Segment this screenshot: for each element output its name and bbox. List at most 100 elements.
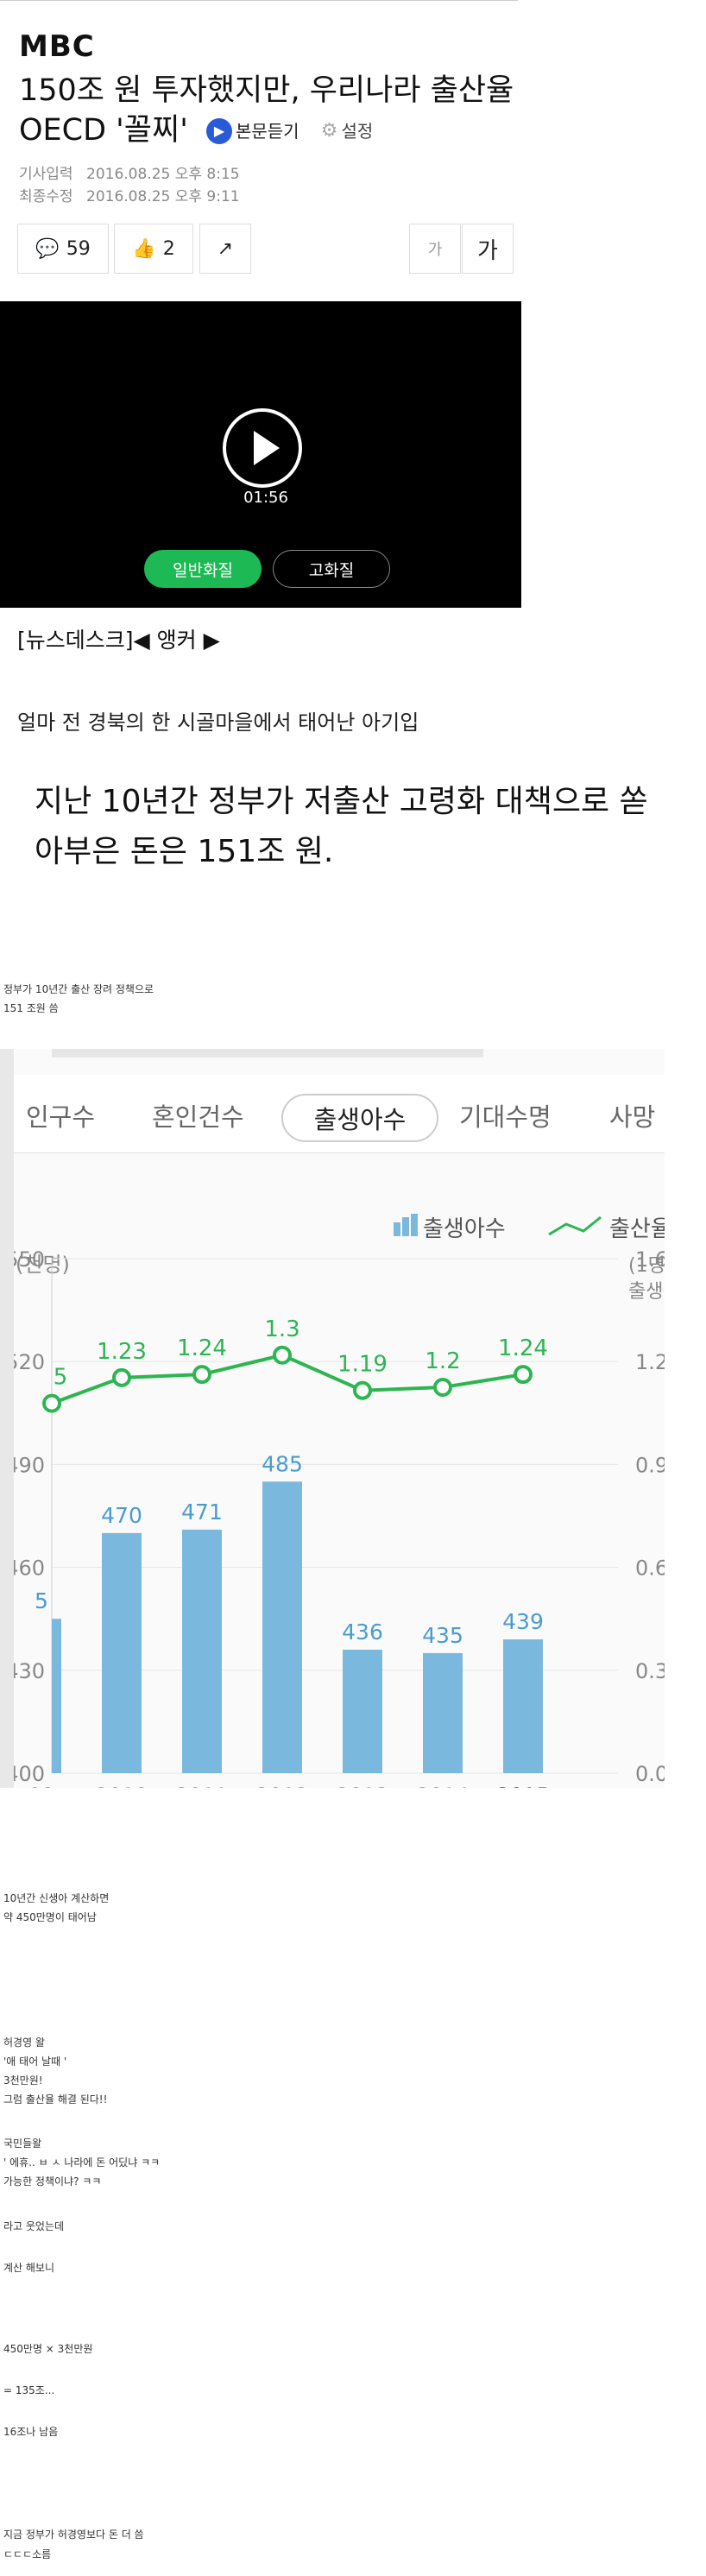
bar-label-2015: 439 <box>502 1609 544 1634</box>
line-label-2011: 1.24 <box>177 1335 227 1361</box>
x-tick-2013: 2013 <box>336 1784 388 1788</box>
y-right-tick: 0.00 <box>635 1762 665 1786</box>
bar-label-2014: 435 <box>422 1623 463 1648</box>
y-left-tick: 520 <box>14 1350 45 1374</box>
font-increase-button[interactable]: 가 <box>462 224 514 274</box>
y-right-tick: 0.32 <box>635 1659 665 1683</box>
x-tick-2014: 2014 <box>416 1784 469 1788</box>
comment-icon: 💬 <box>35 237 60 260</box>
font-decrease-button[interactable]: 가 <box>409 224 461 274</box>
tab-births[interactable]: 출생아수 <box>281 1094 438 1142</box>
bar-2014 <box>423 1652 463 1773</box>
legend-bar-icon <box>402 1217 409 1236</box>
y-right-tick: 0.96 <box>635 1453 665 1477</box>
line-label-2009: 5 <box>54 1365 68 1391</box>
y-left-tick: 430 <box>14 1659 45 1683</box>
listen-label: 본문듣기 <box>235 121 299 142</box>
mbc-logo: MBC <box>19 29 95 64</box>
tab-life-expectancy[interactable]: 기대수명 <box>459 1102 552 1132</box>
x-tick-2012: 2012 <box>255 1784 308 1788</box>
listen-button[interactable]: ▶ 본문듣기 <box>205 111 299 151</box>
published-date: 기사입력 2016.08.25 오후 8:15 <box>19 166 240 183</box>
line-calc: 계산 해보니 <box>3 2262 55 2274</box>
video-duration: 01:56 <box>243 489 288 507</box>
line-point-2012 <box>273 1345 292 1365</box>
speaker-icon: ▶ <box>205 118 232 144</box>
x-tick-2015: 2015 <box>496 1784 549 1788</box>
line-point-2010 <box>112 1367 131 1387</box>
line-end-2: ㄷㄷㄷ소름 <box>3 2548 52 2560</box>
article-paragraph: 얼마 전 경북의 한 시골마을에서 태어난 아기입 <box>17 710 419 735</box>
x-tick-2009: 09 <box>28 1784 55 1788</box>
play-icon[interactable] <box>223 408 302 488</box>
reaction-block: 국민들왈 ' 에휴.. ㅂ ㅅ 나라에 돈 어딨냐 ㅋㅋ 가능한 정책이냐? ㅋ… <box>3 2137 161 2188</box>
video-caption: 지난 10년간 정부가 저출산 고령화 대책으로 쏟 아부은 돈은 151조 원… <box>35 784 648 869</box>
top-divider <box>0 0 518 1</box>
line-label-2015: 1.24 <box>498 1335 548 1361</box>
comment-count: 59 <box>66 237 91 260</box>
like-button[interactable]: 👍 2 <box>114 224 193 274</box>
bar-label-2010: 470 <box>101 1503 142 1528</box>
tab-marriage[interactable]: 혼인건수 <box>152 1102 244 1132</box>
bar-label-2011: 471 <box>181 1500 223 1525</box>
y-left-tick: 400 <box>14 1762 45 1786</box>
bar-2015 <box>503 1639 543 1773</box>
bar-label-2013: 436 <box>342 1619 383 1645</box>
bar-2011 <box>182 1529 222 1773</box>
y-right-tick: 1.60 <box>635 1247 665 1272</box>
legend-bar-label: 출생아수 <box>423 1216 506 1242</box>
quote-block: 허경영 왈 '애 태어 날때 ' 3천만원! 그럼 출산율 해결 된다!! <box>3 2036 108 2106</box>
line-point-2014 <box>433 1378 452 1397</box>
line-end-1: 지금 정부가 허경영보다 돈 더 씀 <box>3 2529 144 2541</box>
line-point-2015 <box>514 1365 533 1385</box>
quality-high-button[interactable]: 고화질 <box>273 550 390 588</box>
legend-line-icon <box>548 1215 602 1236</box>
line-label-2010: 1.23 <box>97 1339 147 1365</box>
y-right-tick: 1.28 <box>635 1350 665 1374</box>
y-left-tick: 550 <box>14 1247 45 1272</box>
bar-label-2012: 485 <box>262 1451 303 1476</box>
bar-label-2009: 5 <box>35 1588 48 1613</box>
note-births: 10년간 신생아 계산하면 약 450만명이 태어남 <box>3 1892 110 1923</box>
share-icon: ↗ <box>217 237 234 260</box>
tab-population[interactable]: 인구수 <box>26 1102 96 1132</box>
line-mult: 450만명 × 3천만원 <box>3 2343 93 2355</box>
headline-line-1: 150조 원 투자했지만, 우리나라 출산율 <box>19 73 514 108</box>
line-point-2013 <box>353 1380 372 1400</box>
line-label-2012: 1.3 <box>264 1316 299 1342</box>
bar-2009 <box>52 1619 61 1773</box>
cropped-text-strip <box>52 1049 483 1058</box>
line-point-2009 <box>42 1393 61 1413</box>
x-tick-2010: 2010 <box>95 1784 148 1788</box>
tab-deaths[interactable]: 사망 <box>609 1102 656 1132</box>
headline-line-2: OECD '꼴찌' <box>19 113 188 148</box>
settings-label: 설정 <box>341 121 374 142</box>
legend-bar-icon <box>394 1222 400 1236</box>
y-left-tick: 490 <box>14 1453 45 1477</box>
bar-2012 <box>262 1481 302 1773</box>
bar-2010 <box>102 1532 142 1773</box>
y-right-unit: 출생 <box>628 1281 663 1303</box>
bar-2013 <box>343 1649 382 1773</box>
like-count: 2 <box>162 237 175 260</box>
line-label-2014: 1.2 <box>425 1348 460 1374</box>
line-point-2011 <box>192 1365 211 1385</box>
legend-line-label: 출산율 <box>609 1216 665 1242</box>
x-tick-2011: 2011 <box>175 1784 228 1788</box>
line-left: 16조나 남음 <box>3 2426 59 2438</box>
settings-button[interactable]: ⚙ 설정 <box>321 111 374 151</box>
chart-tabbar: 인구수 혼인건수 출생아수 기대수명 사망 <box>14 1075 665 1153</box>
gear-icon: ⚙ <box>320 120 338 142</box>
share-button[interactable]: ↗ <box>199 224 251 274</box>
quality-normal-button[interactable]: 일반화질 <box>144 550 262 588</box>
comment-button[interactable]: 💬 59 <box>17 224 109 274</box>
legend-bar-icon <box>411 1214 418 1236</box>
line-eq: = 135조... <box>3 2384 55 2396</box>
chart-left-edge <box>0 1049 14 1788</box>
y-left-tick: 460 <box>14 1556 45 1581</box>
y-right-tick: 0.64 <box>635 1556 665 1581</box>
y-right-unit: (1명 <box>628 1255 665 1277</box>
birth-chart-image: 인구수 혼인건수 출생아수 기대수명 사망 출생아수출산율(천명)(1명출생55… <box>0 1049 665 1788</box>
note-gov-spending: 정부가 10년간 출산 장려 정책으로 151 조원 씀 <box>3 983 154 1014</box>
